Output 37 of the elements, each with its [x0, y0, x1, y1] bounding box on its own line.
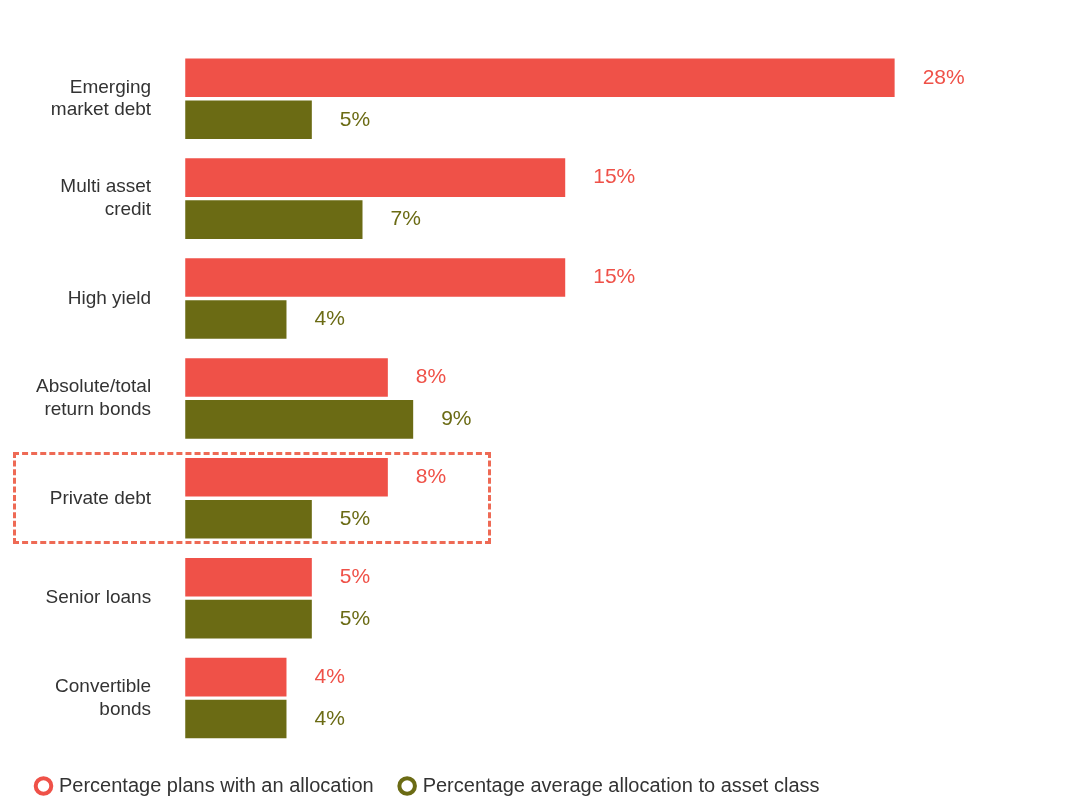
bar [185, 400, 414, 439]
legend-label: Percentage average allocation to asset class [422, 773, 820, 796]
y-tick-label: Private debt [49, 486, 152, 508]
bar [185, 258, 566, 297]
y-tick-label: Convertible bonds [55, 674, 152, 719]
bar [185, 599, 312, 639]
bar [185, 657, 287, 697]
bar [185, 300, 287, 339]
bar [185, 699, 287, 739]
data-label: 4% [314, 306, 345, 330]
data-label: 8% [415, 464, 447, 488]
data-label: 9% [441, 406, 472, 430]
data-label: 8% [415, 364, 447, 388]
data-label: 5% [339, 106, 371, 130]
bar [185, 458, 388, 497]
y-tick-label: Absolute/total return bonds [35, 375, 152, 420]
bar [185, 557, 312, 597]
y-tick-label: Senior loans [45, 586, 152, 608]
data-label: 28% [922, 64, 965, 88]
data-label: 5% [339, 506, 371, 530]
y-tick-label: Multi asset credit [60, 175, 152, 220]
legend-label: Percentage plans with an allocation [59, 773, 374, 796]
data-label: 5% [339, 563, 371, 587]
bar [185, 358, 388, 397]
bar [185, 499, 312, 539]
data-label: 4% [314, 663, 345, 687]
bar [185, 200, 363, 239]
data-label: 15% [593, 264, 636, 288]
bar [185, 58, 895, 98]
bar [185, 100, 312, 140]
y-tick-label: Emerging market debt [50, 75, 152, 120]
data-label: 7% [390, 206, 421, 230]
data-label: 15% [593, 164, 636, 188]
data-label: 5% [339, 605, 371, 629]
data-label: 4% [314, 705, 345, 729]
y-tick-label: High yield [67, 286, 152, 308]
bar [185, 158, 566, 197]
